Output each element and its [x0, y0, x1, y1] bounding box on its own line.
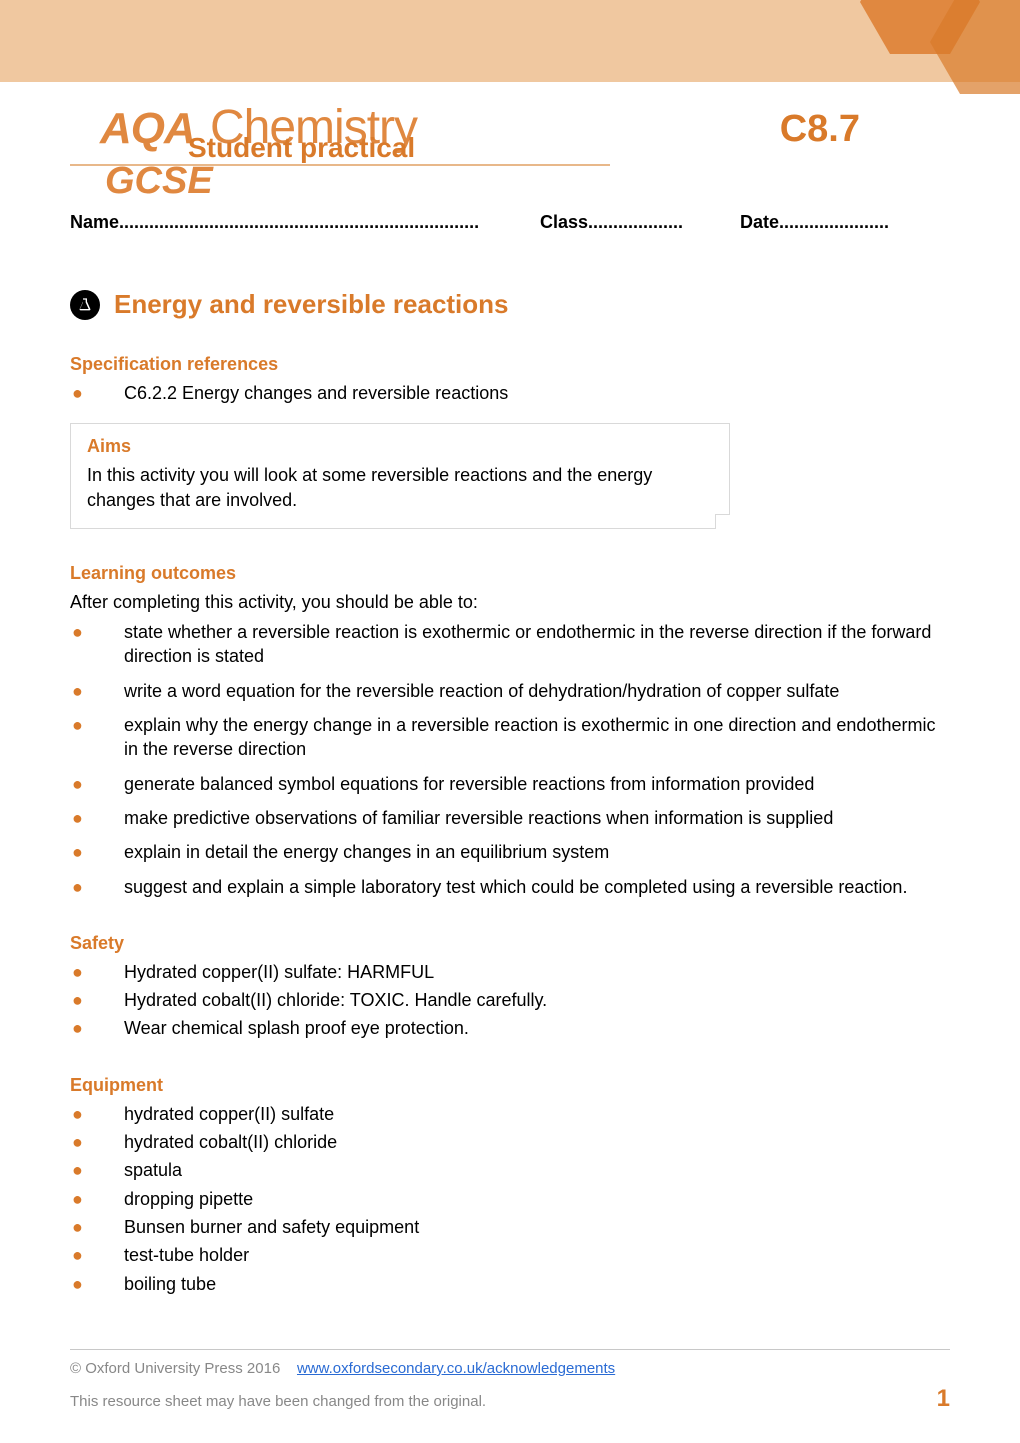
brand-level: GCSE — [105, 160, 213, 203]
bullet-icon: ● — [70, 772, 124, 796]
list-item: ●Bunsen burner and safety equipment — [70, 1215, 950, 1239]
list-item: ●dropping pipette — [70, 1187, 950, 1211]
list-item-text: boiling tube — [124, 1272, 950, 1296]
aims-text: In this activity you will look at some r… — [87, 463, 713, 512]
list-item-text: C6.2.2 Energy changes and reversible rea… — [124, 381, 950, 405]
flask-icon — [70, 290, 100, 320]
outcomes-intro: After completing this activity, you shou… — [70, 590, 950, 614]
page-title: Energy and reversible reactions — [114, 289, 509, 320]
list-item: ●boiling tube — [70, 1272, 950, 1296]
acknowledgements-link[interactable]: www.oxfordsecondary.co.uk/acknowledgemen… — [297, 1360, 615, 1377]
doc-type-label: Student practical — [188, 132, 415, 164]
aims-box: Aims In this activity you will look at s… — [70, 423, 730, 529]
list-item-text: dropping pipette — [124, 1187, 950, 1211]
list-item-text: Wear chemical splash proof eye protectio… — [124, 1016, 950, 1040]
document-header: AQA Chemistry GCSE Student practical C8.… — [70, 82, 950, 222]
safety-heading: Safety — [70, 933, 950, 954]
outcomes-list: ●state whether a reversible reaction is … — [70, 620, 950, 899]
bullet-icon: ● — [70, 840, 124, 864]
bullet-icon: ● — [70, 1215, 124, 1239]
list-item-text: Hydrated copper(II) sulfate: HARMFUL — [124, 960, 950, 984]
bullet-icon: ● — [70, 1016, 124, 1040]
list-item-text: suggest and explain a simple laboratory … — [124, 877, 907, 897]
aims-heading: Aims — [87, 436, 713, 457]
list-item: ●explain why the energy change in a reve… — [70, 713, 950, 762]
page-number: 1 — [937, 1385, 950, 1413]
list-item: ●hydrated cobalt(II) chloride — [70, 1130, 950, 1154]
list-item: ●suggest and explain a simple laboratory… — [70, 875, 950, 899]
unit-code: C8.7 — [780, 108, 860, 151]
copyright-text: © Oxford University Press 2016 — [70, 1360, 280, 1377]
page-title-row: Energy and reversible reactions — [70, 289, 950, 320]
bullet-icon: ● — [70, 1243, 124, 1267]
list-item-text: hydrated copper(II) sulfate — [124, 1102, 950, 1126]
list-item: ●write a word equation for the reversibl… — [70, 679, 950, 703]
list-item-text: spatula — [124, 1158, 950, 1182]
bullet-icon: ● — [70, 1130, 124, 1154]
equipment-list: ●hydrated copper(II) sulfate ●hydrated c… — [70, 1102, 950, 1296]
list-item-text: Bunsen burner and safety equipment — [124, 1215, 950, 1239]
disclaimer-text: This resource sheet may have been change… — [70, 1393, 486, 1410]
bullet-icon: ● — [70, 988, 124, 1012]
bullet-icon: ● — [70, 806, 124, 830]
equipment-heading: Equipment — [70, 1075, 950, 1096]
list-item: ● C6.2.2 Energy changes and reversible r… — [70, 381, 950, 405]
list-item: ●explain in detail the energy changes in… — [70, 840, 950, 864]
list-item: ●generate balanced symbol equations for … — [70, 772, 950, 796]
bullet-icon: ● — [70, 875, 124, 899]
list-item: ●Hydrated cobalt(II) chloride: TOXIC. Ha… — [70, 988, 950, 1012]
bullet-icon: ● — [70, 1102, 124, 1126]
list-item: ●spatula — [70, 1158, 950, 1182]
footer-line-1: © Oxford University Press 2016 www.oxfor… — [70, 1360, 950, 1377]
list-item: ●Hydrated copper(II) sulfate: HARMFUL — [70, 960, 950, 984]
page-footer: © Oxford University Press 2016 www.oxfor… — [70, 1349, 950, 1413]
list-item: ●state whether a reversible reaction is … — [70, 620, 950, 669]
bullet-icon: ● — [70, 1272, 124, 1296]
bullet-icon: ● — [70, 679, 124, 703]
bullet-icon: ● — [70, 1158, 124, 1182]
outcomes-heading: Learning outcomes — [70, 563, 950, 584]
list-item-text: explain in detail the energy changes in … — [124, 842, 609, 862]
list-item: ●test-tube holder — [70, 1243, 950, 1267]
bullet-icon: ● — [70, 1187, 124, 1211]
list-item-text: make predictive observations of familiar… — [124, 808, 833, 828]
bullet-icon: ● — [70, 713, 124, 737]
list-item-text: generate balanced symbol equations for r… — [124, 774, 814, 794]
spec-refs-list: ● C6.2.2 Energy changes and reversible r… — [70, 381, 950, 405]
bullet-icon: ● — [70, 381, 124, 405]
list-item-text: explain why the energy change in a rever… — [124, 715, 935, 759]
list-item-text: state whether a reversible reaction is e… — [124, 622, 931, 666]
bullet-icon: ● — [70, 960, 124, 984]
safety-list: ●Hydrated copper(II) sulfate: HARMFUL ●H… — [70, 960, 950, 1041]
list-item: ●hydrated copper(II) sulfate — [70, 1102, 950, 1126]
list-item: ●Wear chemical splash proof eye protecti… — [70, 1016, 950, 1040]
spec-refs-heading: Specification references — [70, 354, 950, 375]
footer-rule — [70, 1349, 950, 1350]
list-item-text: hydrated cobalt(II) chloride — [124, 1130, 950, 1154]
list-item: ●make predictive observations of familia… — [70, 806, 950, 830]
list-item-text: Hydrated cobalt(II) chloride: TOXIC. Han… — [124, 988, 950, 1012]
top-banner — [0, 0, 1020, 82]
list-item-text: write a word equation for the reversible… — [124, 681, 839, 701]
list-item-text: test-tube holder — [124, 1243, 950, 1267]
bullet-icon: ● — [70, 620, 124, 644]
brand-aqa: AQA — [100, 104, 195, 154]
